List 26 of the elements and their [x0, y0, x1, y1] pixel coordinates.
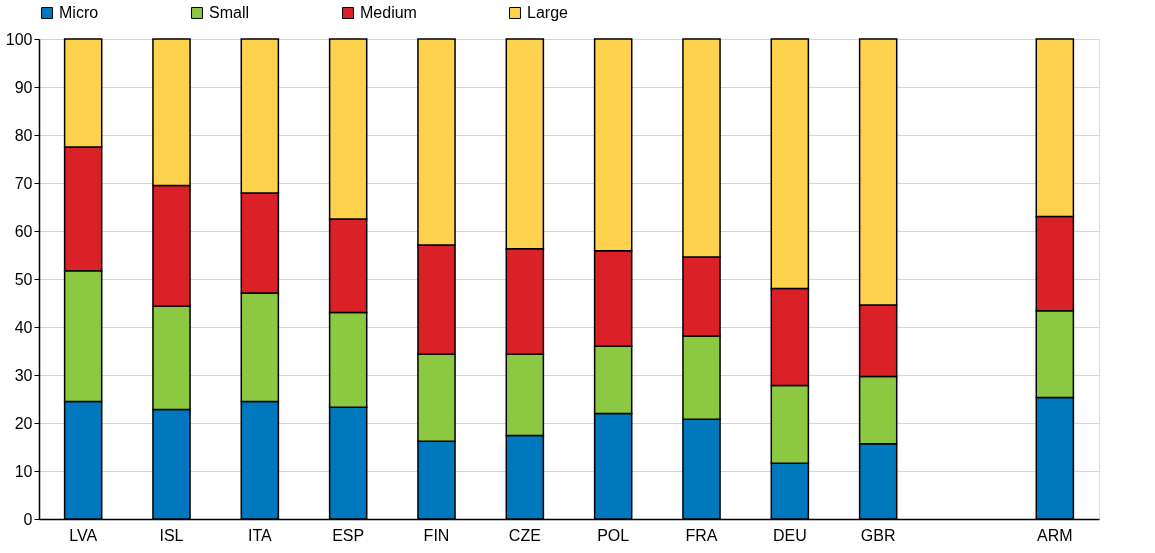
y-tick-label: 80 — [14, 126, 33, 144]
x-tick-label: ESP — [332, 526, 365, 544]
y-tick-label: 30 — [14, 366, 33, 384]
y-tick-label: 70 — [14, 174, 33, 192]
x-tick-label: ARM — [1037, 526, 1073, 544]
x-tick-label: CZE — [508, 526, 541, 544]
x-tick-label: LVA — [69, 526, 98, 544]
y-tick-label: 50 — [14, 270, 33, 288]
x-tick-label: DEU — [772, 526, 807, 544]
legend-label: Large — [527, 4, 569, 21]
y-tick-label: 20 — [14, 414, 33, 432]
x-tick-label: ISL — [159, 526, 184, 544]
y-tick-label: 90 — [14, 78, 33, 96]
legend-label: Small — [209, 4, 250, 21]
y-tick-label: 40 — [14, 318, 33, 336]
x-tick-label: FRA — [685, 526, 718, 544]
y-tick-label: 100 — [5, 30, 33, 48]
legend-label: Medium — [360, 4, 417, 21]
y-tick-label: 10 — [14, 462, 33, 480]
x-tick-label: FIN — [423, 526, 450, 544]
x-tick-label: GBR — [860, 526, 896, 544]
y-tick-label: 60 — [14, 222, 33, 240]
legend-label: Micro — [59, 4, 99, 21]
x-tick-label: POL — [597, 526, 630, 544]
y-tick-label: 0 — [23, 510, 33, 528]
x-tick-label: ITA — [247, 526, 273, 544]
